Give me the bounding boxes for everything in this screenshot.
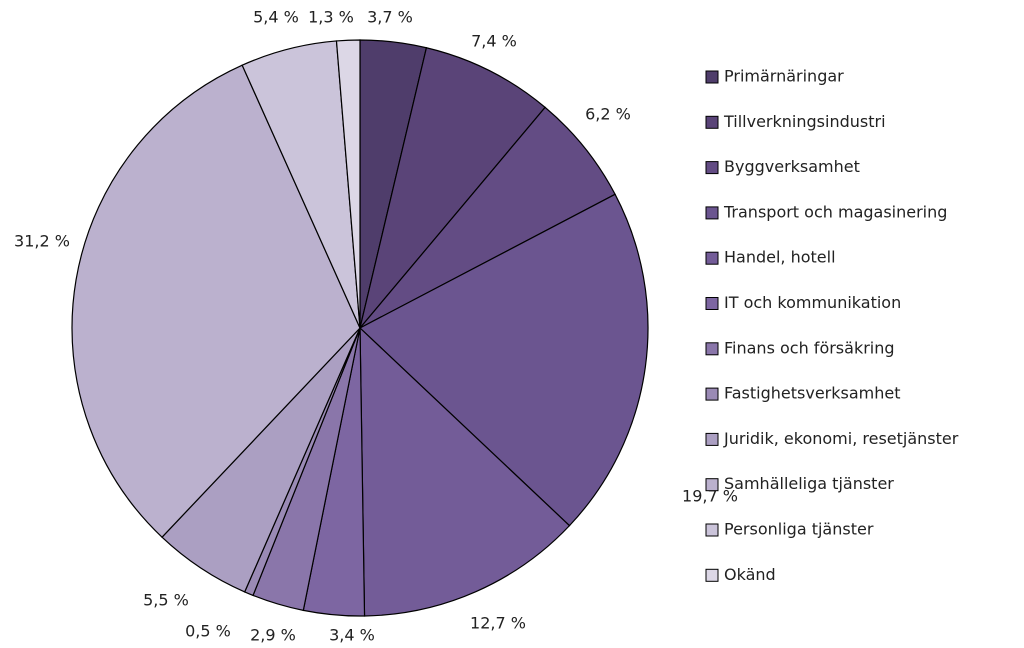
data-label: 0,5 % <box>185 622 231 641</box>
data-label: 2,9 % <box>250 626 296 645</box>
legend-label: Juridik, ekonomi, resetjänster <box>723 429 959 448</box>
legend-label: Handel, hotell <box>724 248 836 267</box>
legend-label: IT och kommunikation <box>724 293 901 312</box>
pie-slice <box>358 193 649 527</box>
legend-label: Samhälleliga tjänster <box>724 474 894 493</box>
legend-label: Personliga tjänster <box>724 520 874 539</box>
data-label: 6,2 % <box>585 105 631 124</box>
legend-swatch <box>705 568 719 582</box>
data-label: 1,3 % <box>308 8 354 27</box>
data-label: 19,7 % <box>682 487 738 506</box>
legend-label: Fastighetsverksamhet <box>724 384 900 403</box>
legend-label: Primärnäringar <box>724 67 844 86</box>
data-label: 3,4 % <box>329 626 375 645</box>
data-label: 3,7 % <box>367 8 413 27</box>
legend-swatch <box>705 115 719 129</box>
pie-slice <box>359 326 571 617</box>
legend-swatch <box>705 342 719 356</box>
pie-slice <box>359 47 546 329</box>
legend-label: Okänd <box>724 565 776 584</box>
legend-swatch <box>705 161 719 175</box>
legend-label: Finans och försäkring <box>724 338 895 357</box>
data-label: 31,2 % <box>14 232 70 251</box>
data-label: 5,5 % <box>143 591 189 610</box>
pie-slice <box>71 64 361 539</box>
legend-label: Byggverksamhet <box>724 157 860 176</box>
data-label: 5,4 % <box>253 8 299 27</box>
data-label: 12,7 % <box>470 614 526 633</box>
legend-swatch <box>705 523 719 537</box>
legend-swatch <box>705 206 719 220</box>
legend-label: Tillverkningsindustri <box>723 112 886 131</box>
legend-swatch <box>705 387 719 401</box>
legend-swatch <box>705 70 719 84</box>
data-label: 7,4 % <box>471 32 517 51</box>
legend-swatch <box>705 297 719 310</box>
legend-swatch <box>705 251 719 265</box>
legend-swatch <box>705 478 719 492</box>
pie-slice <box>335 39 361 329</box>
legend-label: Transport och magasinering <box>723 202 947 221</box>
legend-swatch <box>705 432 719 446</box>
